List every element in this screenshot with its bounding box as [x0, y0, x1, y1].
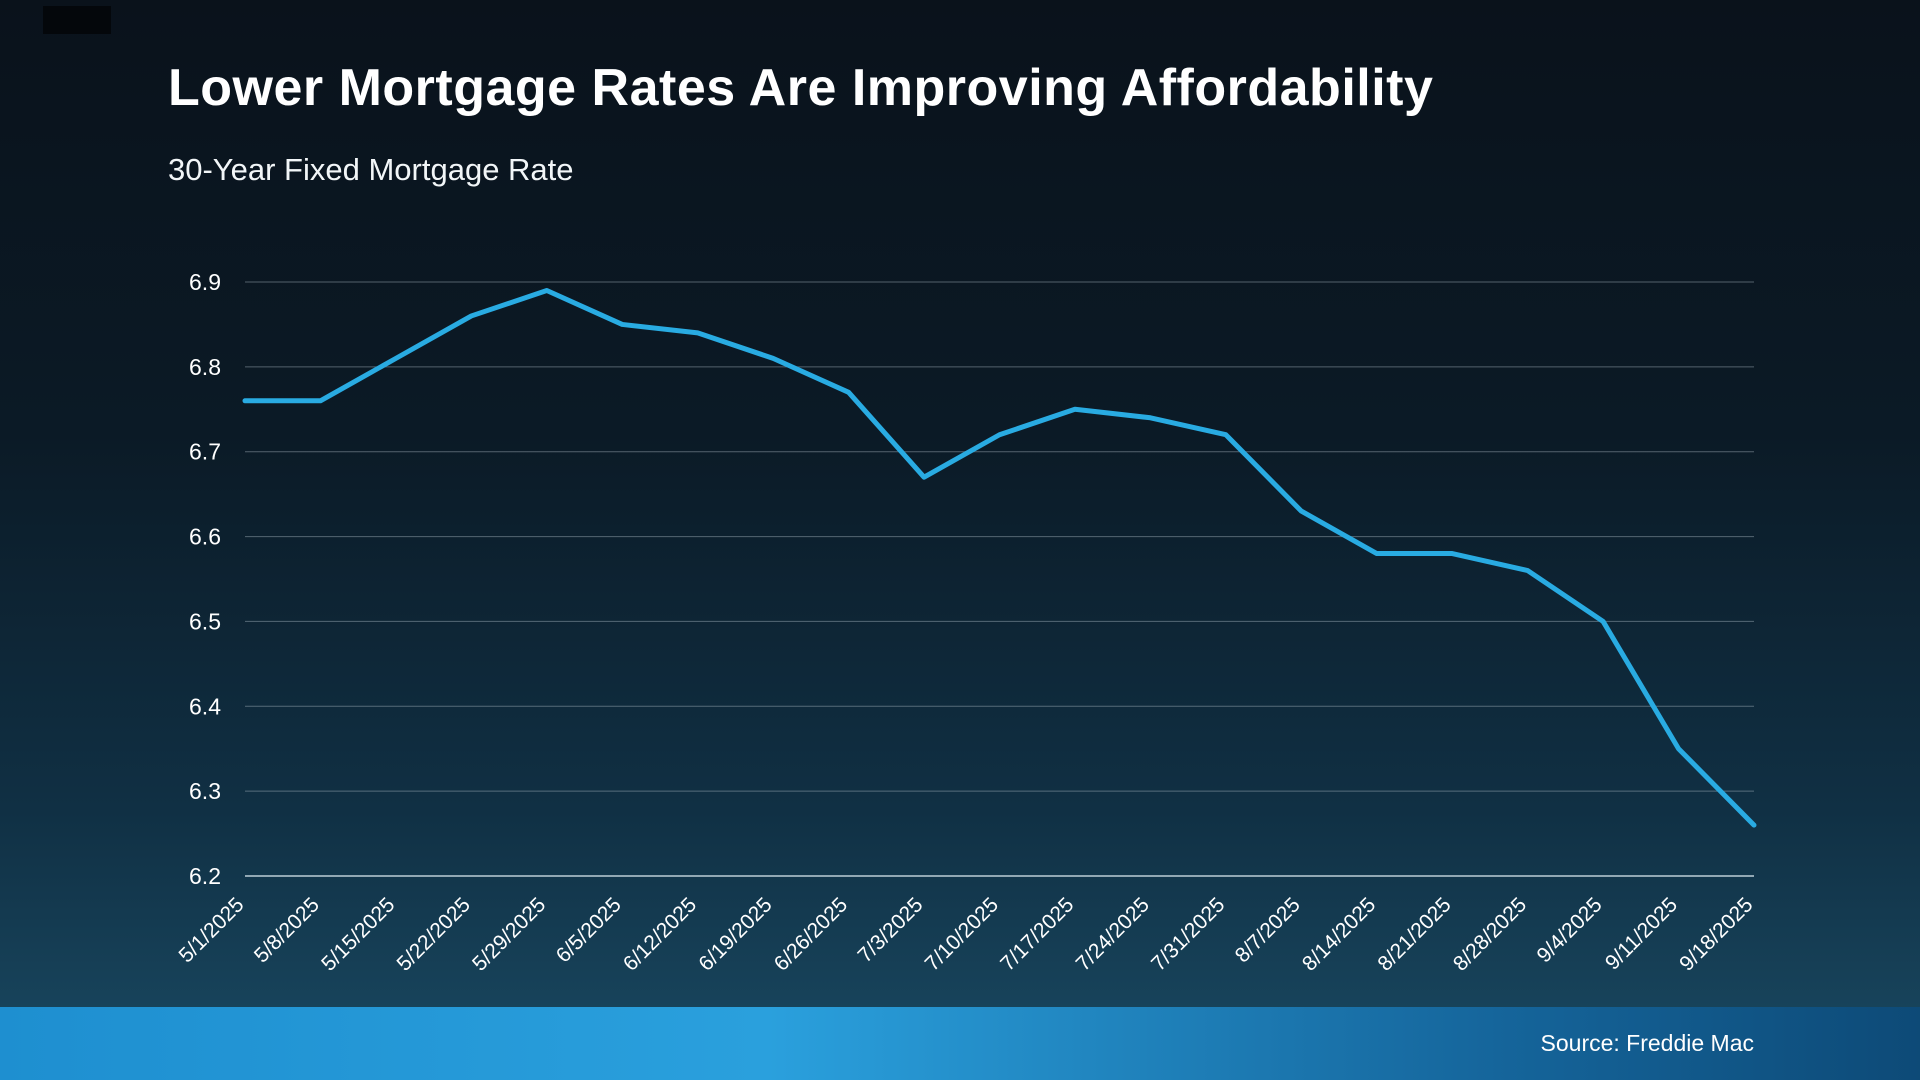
mortgage-rate-line-chart: 6.2 6.3 6.4 6.5 6.6 6.7 6.8 6.9 5/1/2025 5/8/2025… [174, 269, 1757, 976]
rate-line-series [242, 287, 1757, 828]
footer-bar: Source: Freddie Mac [0, 1007, 1920, 1080]
x-axis-tick-label: 7/17/2025 [996, 893, 1078, 975]
source-label: Source: Freddie Mac [1540, 1030, 1754, 1056]
x-axis-tick-label: 7/24/2025 [1072, 893, 1154, 975]
x-axis-tick-label: 5/15/2025 [317, 893, 399, 975]
y-axis-tick-label: 6.9 [189, 269, 221, 295]
page-subtitle: 30-Year Fixed Mortgage Rate [168, 152, 574, 187]
y-axis-tick-label: 6.2 [189, 863, 221, 889]
x-axis-tick-label: 6/26/2025 [770, 893, 852, 975]
x-axis-tick-label: 6/19/2025 [694, 893, 776, 975]
x-axis-tick-label: 7/31/2025 [1147, 893, 1229, 975]
y-axis-tick-label: 6.7 [189, 439, 221, 465]
x-axis-tick-label: 8/28/2025 [1449, 893, 1531, 975]
x-axis-tick-label: 9/18/2025 [1675, 893, 1757, 975]
x-axis-tick-label: 6/12/2025 [619, 893, 701, 975]
top-left-mark [43, 6, 111, 34]
y-axis-tick-label: 6.6 [189, 524, 221, 550]
x-axis-tick-label: 5/29/2025 [468, 893, 550, 975]
y-axis-tick-label: 6.5 [189, 608, 221, 634]
x-axis-tick-label: 5/1/2025 [174, 893, 248, 967]
x-axis-tick-label: 6/5/2025 [552, 893, 626, 967]
y-axis-tick-label: 6.4 [189, 693, 221, 719]
y-axis-tick-label: 6.3 [189, 778, 221, 804]
x-axis-tick-label: 7/10/2025 [921, 893, 1003, 975]
x-axis-tick-label: 8/7/2025 [1231, 893, 1305, 967]
page-title: Lower Mortgage Rates Are Improving Affor… [168, 59, 1434, 117]
y-axis-tick-label: 6.8 [189, 354, 221, 380]
x-axis-tick-label: 9/4/2025 [1533, 893, 1607, 967]
x-axis-tick-label: 5/8/2025 [250, 893, 324, 967]
x-axis-tick-label: 7/3/2025 [854, 893, 928, 967]
x-axis-tick-label: 8/21/2025 [1373, 893, 1455, 975]
x-axis-tick-label: 5/22/2025 [393, 893, 475, 975]
x-axis-tick-label: 8/14/2025 [1298, 893, 1380, 975]
x-axis-tick-label: 9/11/2025 [1601, 893, 1682, 974]
